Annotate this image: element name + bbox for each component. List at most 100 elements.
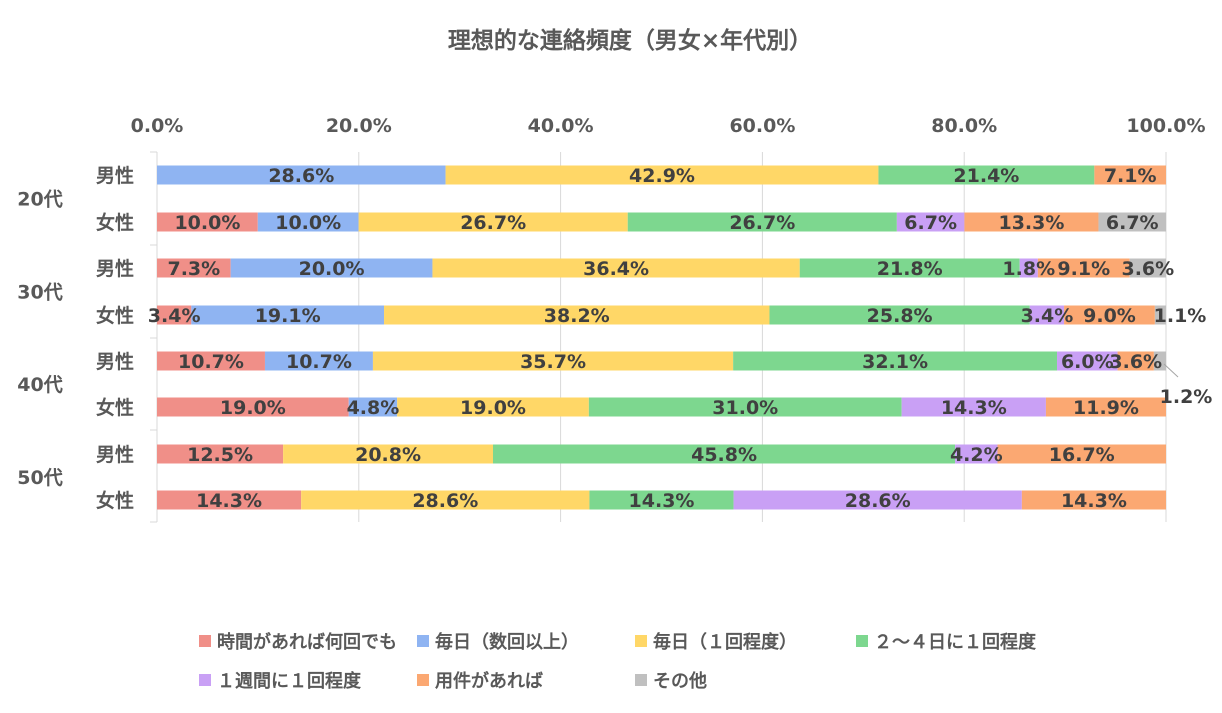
data-label: 3.4% xyxy=(1021,305,1074,327)
bar-segment xyxy=(589,490,734,510)
data-label: 35.7% xyxy=(520,351,586,373)
bar-segment xyxy=(1037,258,1130,278)
data-label: 19.0% xyxy=(220,397,286,419)
row-label: 女性 xyxy=(96,396,134,419)
data-label: 10.0% xyxy=(174,212,240,234)
x-tick-label: 40.0% xyxy=(528,115,594,137)
row-label: 男性 xyxy=(96,443,134,466)
bar-segment xyxy=(1154,305,1166,325)
bar-segment xyxy=(283,444,493,464)
data-label: 1.8% xyxy=(1002,258,1055,280)
data-label: 14.3% xyxy=(629,490,695,512)
data-label: 16.7% xyxy=(1049,444,1115,466)
data-label: 14.3% xyxy=(196,490,262,512)
data-label: 9.0% xyxy=(1083,305,1136,327)
bar-segment xyxy=(157,397,349,417)
data-label: 45.8% xyxy=(691,444,757,466)
gridlines xyxy=(156,152,1167,522)
data-label: 3.6% xyxy=(1121,258,1174,280)
group-label: 30代 xyxy=(17,282,62,304)
data-label: 19.1% xyxy=(255,305,321,327)
legend-swatch xyxy=(199,674,211,686)
data-label: 25.8% xyxy=(867,305,933,327)
bar-segment xyxy=(1094,165,1166,185)
data-label: 28.6% xyxy=(412,490,478,512)
x-tick-label: 80.0% xyxy=(931,115,997,137)
data-label: 42.9% xyxy=(629,165,695,187)
bar-segment xyxy=(157,212,258,232)
data-label: 26.7% xyxy=(729,212,795,234)
legend-swatch xyxy=(856,635,868,647)
row-label: 女性 xyxy=(96,211,134,234)
legend-label: １週間に１回程度 xyxy=(217,670,362,692)
bar-segment xyxy=(896,212,965,232)
bar-segment xyxy=(955,444,998,464)
chart-title: 理想的な連絡頻度（男女×年代別） xyxy=(448,27,812,54)
data-labels: 28.6% 42.9% 21.4% 7.1% 10.0% 10.0% 26.7% 26.7% 6… xyxy=(148,165,1213,512)
bar-segment xyxy=(157,351,265,371)
data-label: 6.7% xyxy=(904,212,957,234)
bar-segment xyxy=(1064,305,1155,325)
data-label: 20.0% xyxy=(299,258,365,280)
bar-segment xyxy=(1057,351,1118,371)
bar-segment xyxy=(264,351,373,371)
legend-swatch xyxy=(417,635,429,647)
bar-segment xyxy=(878,165,1095,185)
group-label: 20代 xyxy=(17,189,62,211)
data-label: 6.7% xyxy=(1106,212,1159,234)
bar-segment xyxy=(1021,490,1166,510)
bar-segment xyxy=(1098,212,1166,232)
group-label: 50代 xyxy=(17,467,62,489)
bar-segment xyxy=(492,444,956,464)
data-label: 28.6% xyxy=(268,165,334,187)
bar-segment xyxy=(733,351,1058,371)
legend-swatch xyxy=(417,674,429,686)
x-tick-label: 0.0% xyxy=(131,115,184,137)
bar-segment xyxy=(1045,397,1166,417)
bar-segment xyxy=(157,444,284,464)
legend-swatch xyxy=(635,635,647,647)
data-label: 7.3% xyxy=(167,258,220,280)
bar-segment xyxy=(901,397,1046,417)
data-label: 4.2% xyxy=(950,444,1003,466)
legend-swatch xyxy=(199,635,211,647)
bar-segment xyxy=(358,212,628,232)
bar-segment xyxy=(372,351,734,371)
bar-segment xyxy=(257,212,359,232)
data-label: 10.7% xyxy=(178,351,244,373)
group-label: 40代 xyxy=(17,374,62,396)
row-label: 男性 xyxy=(96,257,134,280)
legend-label: 用件があれば xyxy=(435,670,543,692)
data-label: 28.6% xyxy=(845,490,911,512)
bar-segment xyxy=(769,305,1030,325)
bar-segment xyxy=(157,490,302,510)
legend-label: 毎日（１回程度） xyxy=(653,631,797,653)
bar-segment xyxy=(301,490,590,510)
data-label: 36.4% xyxy=(583,258,649,280)
data-label: 7.1% xyxy=(1104,165,1157,187)
bar-segment xyxy=(1153,351,1166,371)
bars xyxy=(157,165,1166,510)
bar-segment xyxy=(445,165,879,185)
bar-segment xyxy=(964,212,1099,232)
bar-segment xyxy=(1117,351,1154,371)
data-label: 26.7% xyxy=(460,212,526,234)
data-label: 31.0% xyxy=(712,397,778,419)
data-label: 32.1% xyxy=(862,351,928,373)
data-label: 3.4% xyxy=(148,305,201,327)
bar-segment xyxy=(384,305,770,325)
leader-line xyxy=(1163,363,1179,378)
bar-segment xyxy=(733,490,1022,510)
bar-segment xyxy=(799,258,1020,278)
bar-segment xyxy=(432,258,800,278)
data-label: 38.2% xyxy=(544,305,610,327)
data-label: 1.1% xyxy=(1154,305,1207,327)
data-label: 11.9% xyxy=(1073,397,1139,419)
data-label: 4.8% xyxy=(347,397,400,419)
bar-segment xyxy=(1019,258,1038,278)
bar-segment xyxy=(997,444,1166,464)
bar-segment xyxy=(157,258,231,278)
row-label: 女性 xyxy=(96,489,134,512)
data-label: 6.0% xyxy=(1061,351,1114,373)
